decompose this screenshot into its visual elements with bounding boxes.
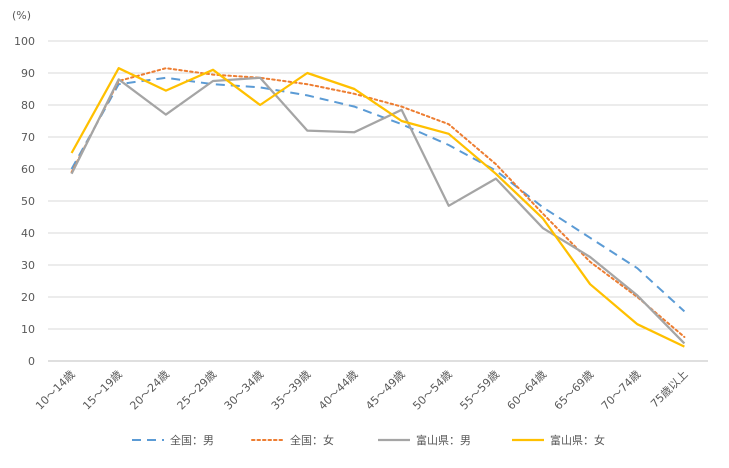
series-line-4 [70, 67, 685, 348]
y-tick-label: 10 [21, 323, 35, 336]
series-line-3 [70, 76, 686, 345]
y-tick-label: 0 [28, 355, 35, 368]
series-lines [70, 67, 686, 348]
legend-label: 富山県：男 [416, 433, 471, 447]
y-tick-label: 100 [14, 35, 35, 48]
x-tick-label: 75歳以上 [648, 368, 690, 410]
legend: 全国：男 全国：女 富山県：男 富山県：女 [132, 433, 605, 447]
x-tick-label: 55～59歳 [457, 368, 502, 413]
y-tick-label: 80 [21, 99, 35, 112]
x-tick-label: 70～74歳 [599, 368, 644, 413]
x-tick-labels: 10～14歳 15～19歳 20～24歳 25～29歳 30～34歳 35～39歳 40～4… [33, 368, 690, 413]
y-tick-label: 30 [21, 259, 35, 272]
gridlines [48, 40, 708, 362]
x-tick-label: 60～64歳 [505, 368, 550, 413]
y-tick-label: 60 [21, 163, 35, 176]
y-tick-label: 70 [21, 131, 35, 144]
series-line-1 [70, 76, 686, 313]
x-tick-label: 40～44歳 [316, 368, 361, 413]
legend-label: 全国：女 [290, 433, 334, 447]
y-tick-label: 40 [21, 227, 35, 240]
y-tick-label: 20 [21, 291, 35, 304]
legend-label: 全国：男 [170, 433, 214, 447]
y-tick-label: 90 [21, 67, 35, 80]
x-tick-label: 65～69歳 [552, 368, 597, 413]
y-axis-unit-label: (%) [12, 9, 31, 22]
x-tick-label: 10～14歳 [33, 368, 78, 413]
x-tick-label: 35～39歳 [269, 368, 314, 413]
x-tick-label: 45～49歳 [363, 368, 408, 413]
x-tick-label: 20～24歳 [127, 368, 172, 413]
x-tick-label: 25～29歳 [175, 368, 220, 413]
series-line-2 [70, 67, 686, 338]
x-tick-label: 30～34歳 [222, 368, 267, 413]
x-tick-label: 15～19歳 [80, 368, 125, 413]
legend-label: 富山県：女 [550, 433, 605, 447]
y-tick-labels: 0 10 20 30 40 50 60 70 80 90 100 [14, 35, 35, 368]
x-tick-label: 50～54歳 [410, 368, 455, 413]
y-tick-label: 50 [21, 195, 35, 208]
